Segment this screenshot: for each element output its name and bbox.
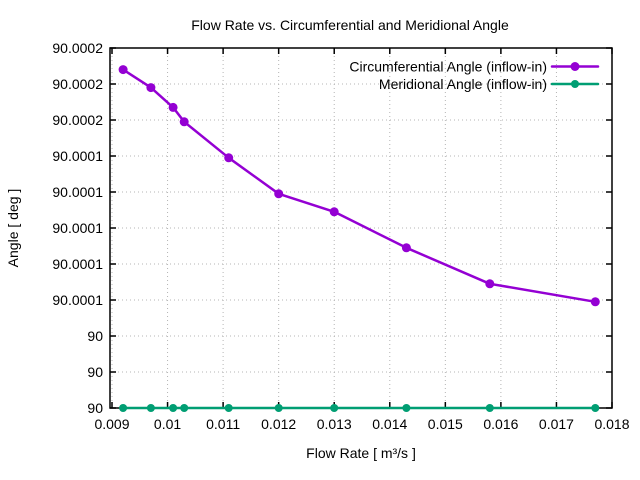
x-tick-label: 0.012 — [261, 416, 296, 432]
series-point-circumferential-angle — [146, 83, 156, 93]
x-tick-label: 0.014 — [372, 416, 407, 432]
series-point-meridional-angle — [330, 404, 339, 412]
y-tick-label: 90.0002 — [52, 76, 103, 92]
y-tick-label: 90.0002 — [52, 40, 103, 56]
series-point-circumferential-angle — [168, 102, 178, 112]
y-axis-label: Angle [ deg ] — [5, 189, 21, 268]
legend-label-meridional-angle: Meridional Angle (inflow-in) — [379, 76, 547, 92]
plot-layers: 0.009 0.01 0.011 0.012 0.013 0.014 0.015 0.016 0… — [52, 40, 629, 432]
series-point-circumferential-angle — [224, 153, 234, 163]
legend-label-circumferential-angle: Circumferential Angle (inflow-in) — [349, 59, 547, 75]
legend-sample-point-meridional-angle — [571, 80, 579, 88]
series-point-meridional-angle — [224, 404, 233, 412]
legend-sample-point-circumferential-angle — [570, 62, 580, 71]
series-point-meridional-angle — [146, 404, 155, 412]
y-tick-label: 90.0001 — [52, 256, 103, 272]
x-tick-label: 0.017 — [539, 416, 574, 432]
series-point-meridional-angle — [591, 404, 600, 412]
y-tick-label: 90.0001 — [52, 220, 103, 236]
y-tick-label: 90.0001 — [52, 184, 103, 200]
x-tick-label: 0.013 — [317, 416, 352, 432]
x-tick-label: 0.016 — [483, 416, 518, 432]
series-point-circumferential-angle — [329, 207, 339, 217]
series-point-meridional-angle — [119, 404, 128, 412]
series-point-circumferential-angle — [485, 279, 495, 289]
plot-border — [109, 47, 613, 409]
x-tick-label: 0.018 — [594, 416, 629, 432]
y-tick-label: 90 — [87, 328, 103, 344]
series-point-circumferential-angle — [590, 297, 600, 307]
series-line-circumferential-angle — [121, 68, 597, 304]
x-tick-label: 0.009 — [94, 416, 129, 432]
y-tick-label: 90 — [87, 364, 103, 380]
x-tick-label: 0.015 — [428, 416, 463, 432]
series-point-meridional-angle — [180, 404, 189, 412]
chart-title: Flow Rate vs. Circumferential and Meridi… — [191, 17, 509, 33]
x-axis-label: Flow Rate [ m³/s ] — [306, 445, 416, 461]
series-point-circumferential-angle — [401, 243, 411, 253]
series-point-circumferential-angle — [274, 189, 284, 199]
series-point-meridional-angle — [402, 404, 411, 412]
y-tick-label: 90.0002 — [52, 112, 103, 128]
series-point-meridional-angle — [274, 404, 283, 412]
y-tick-label: 90.0001 — [52, 292, 103, 308]
x-tick-label: 0.01 — [154, 416, 181, 432]
x-tick-label: 0.011 — [206, 416, 240, 432]
series-point-circumferential-angle — [118, 65, 128, 75]
y-tick-label: 90 — [87, 400, 103, 416]
series-point-meridional-angle — [485, 404, 494, 412]
series-point-meridional-angle — [169, 404, 178, 412]
y-tick-label: 90.0001 — [52, 148, 103, 164]
series-point-circumferential-angle — [179, 117, 189, 127]
